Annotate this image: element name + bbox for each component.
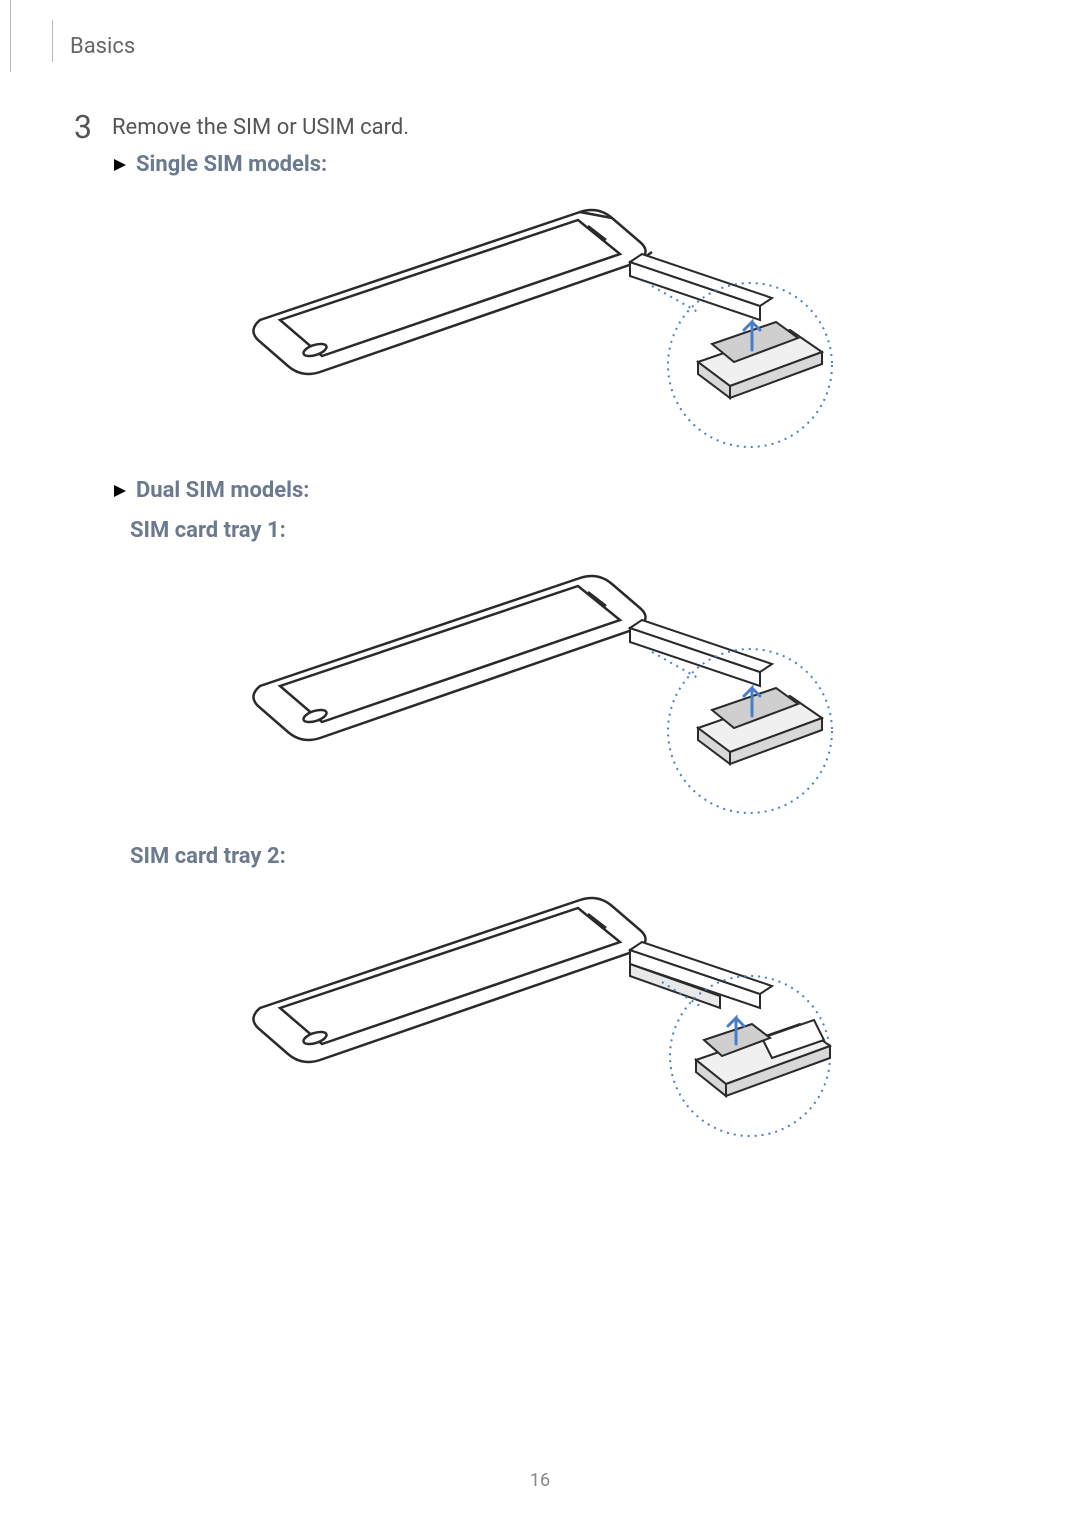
single-sim-bullet: Single SIM models: (112, 152, 327, 177)
step-text: Remove the SIM or USIM card. (112, 115, 409, 140)
tray1-label: SIM card tray 1: (130, 518, 286, 543)
single-sim-label: Single SIM models: (136, 152, 327, 177)
header-separator (52, 20, 53, 62)
triangle-icon (112, 483, 128, 499)
illustration-tray-1 (200, 556, 860, 826)
illustration-tray-2 (200, 882, 860, 1142)
dual-sim-bullet: Dual SIM models: (112, 478, 309, 503)
header-vertical-line (10, 0, 11, 72)
page-number: 16 (0, 1470, 1080, 1491)
triangle-icon (112, 157, 128, 173)
section-title: Basics (70, 34, 135, 59)
tray2-label: SIM card tray 2: (130, 844, 286, 869)
illustration-single-sim (200, 190, 860, 460)
step-number: 3 (74, 108, 92, 146)
dual-sim-label: Dual SIM models: (136, 478, 309, 503)
